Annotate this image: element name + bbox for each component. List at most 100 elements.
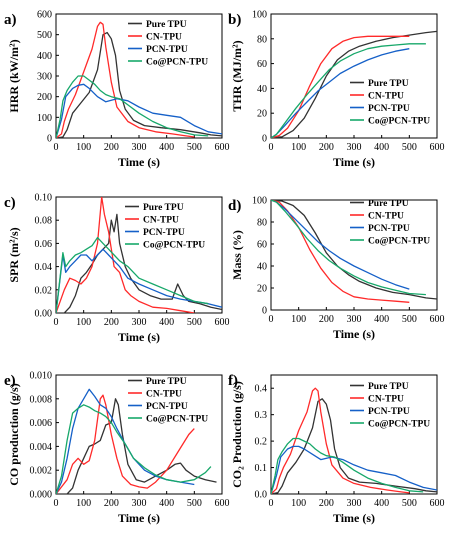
series-line-co-pcn-tpu xyxy=(56,236,209,313)
x-tick-label: 100 xyxy=(76,498,91,509)
y-tick-label: 0.006 xyxy=(30,418,53,429)
x-tick-label: 400 xyxy=(159,317,174,328)
x-tick-label: 300 xyxy=(347,314,362,325)
series-line-cn-tpu xyxy=(56,21,195,138)
legend-label: Pure TPU xyxy=(146,20,187,30)
x-tick-label: 500 xyxy=(402,142,417,153)
y-tick-label: 0.004 xyxy=(30,442,53,453)
series-group xyxy=(56,197,222,313)
y-tick-label: 0.08 xyxy=(35,216,53,227)
series-line-co-pcn-tpu xyxy=(271,43,426,138)
series-line-pure-tpu xyxy=(56,398,217,494)
legend-label: PCN-TPU xyxy=(368,104,410,114)
x-tick-label: 0 xyxy=(269,498,274,509)
series-line-cn-tpu xyxy=(56,197,195,313)
legend-label: Co@PCN-TPU xyxy=(368,237,430,247)
y-tick-label: 400 xyxy=(37,51,52,62)
x-tick-label: 400 xyxy=(374,142,389,153)
x-axis-label: Time (s) xyxy=(118,511,160,525)
x-tick-label: 200 xyxy=(319,314,334,325)
legend-label: PCN-TPU xyxy=(368,407,410,417)
y-tick-label: 20 xyxy=(257,109,267,120)
series-group xyxy=(56,388,217,494)
chart-panel-6: 0 100 200 300 400 500 600 0.0 0.1 0.2 0.3 0.4 Pure T… xyxy=(228,373,445,525)
x-tick-label: 400 xyxy=(374,314,389,325)
x-tick-label: 400 xyxy=(374,498,389,509)
legend-label: Co@PCN-TPU xyxy=(143,241,205,251)
x-tick-label: 100 xyxy=(291,142,306,153)
panel-letter: e) xyxy=(4,373,16,389)
x-tick-label: 600 xyxy=(430,142,445,153)
legend-label: CN-TPU xyxy=(146,33,182,43)
y-tick-label: 0 xyxy=(47,134,52,145)
y-axis-label: CO₂ Production (g/s) xyxy=(230,381,244,488)
y-tick-label: 0.010 xyxy=(30,371,53,382)
y-axis-label: SPR (m²/s) xyxy=(7,227,21,282)
series-group xyxy=(271,30,437,138)
y-tick-label: 20 xyxy=(257,284,267,295)
legend-label: CN-TPU xyxy=(368,212,404,222)
y-tick-label: 0.000 xyxy=(30,490,53,501)
y-tick-label: 0 xyxy=(262,306,267,317)
y-axis-label: Mass (%) xyxy=(230,230,244,280)
series-line-cn-tpu xyxy=(56,394,195,494)
panel-letter: f) xyxy=(228,373,238,389)
y-tick-label: 600 xyxy=(37,10,52,21)
series-group xyxy=(271,387,437,494)
y-tick-label: 0.04 xyxy=(35,262,53,273)
series-line-pure-tpu xyxy=(56,213,222,313)
plot-frame xyxy=(270,374,438,495)
x-tick-label: 500 xyxy=(187,317,202,328)
x-tick-label: 200 xyxy=(104,142,119,153)
x-tick-label: 600 xyxy=(430,498,445,509)
series-line-pcn-tpu xyxy=(271,48,410,138)
x-tick-label: 600 xyxy=(215,317,230,328)
y-axis-label: HRR (kW/m²) xyxy=(7,39,21,112)
series-line-pcn-tpu xyxy=(56,388,195,494)
series-line-co-pcn-tpu xyxy=(271,200,426,296)
series-line-pcn-tpu xyxy=(271,445,437,494)
legend-label: CN-TPU xyxy=(146,390,182,400)
series-line-cn-tpu xyxy=(271,387,410,494)
legend-label: CN-TPU xyxy=(368,92,404,102)
panel-letter: d) xyxy=(228,198,241,214)
x-tick-label: 300 xyxy=(347,498,362,509)
legend-label: Pure TPU xyxy=(368,382,409,392)
chart-panel-3: 0 100 200 300 400 500 600 0.00 0.02 0.04 0.06 0.08 0… xyxy=(4,193,230,345)
chart-panel-5: 0 100 200 300 400 500 600 0.000 0.002 0.004 0.006 0… xyxy=(4,371,230,526)
y-tick-label: 0.00 xyxy=(35,309,53,320)
legend-label: PCN-TPU xyxy=(146,402,188,412)
x-tick-label: 0 xyxy=(54,317,59,328)
y-tick-label: 300 xyxy=(37,72,52,83)
y-tick-label: 80 xyxy=(257,34,267,45)
series-group xyxy=(271,200,437,303)
legend-label: Co@PCN-TPU xyxy=(146,58,208,68)
y-tick-label: 40 xyxy=(257,262,267,273)
legend-label: PCN-TPU xyxy=(143,228,185,238)
x-tick-label: 100 xyxy=(291,498,306,509)
x-tick-label: 200 xyxy=(104,317,119,328)
y-tick-label: 0.1 xyxy=(255,463,268,474)
series-group xyxy=(56,21,222,138)
x-tick-label: 100 xyxy=(76,317,91,328)
series-line-pcn-tpu xyxy=(271,200,410,290)
y-tick-label: 60 xyxy=(257,240,267,251)
x-tick-label: 300 xyxy=(132,498,147,509)
x-tick-label: 300 xyxy=(347,142,362,153)
series-line-pure-tpu xyxy=(271,30,437,138)
y-tick-label: 100 xyxy=(37,113,52,124)
y-tick-label: 40 xyxy=(257,84,267,95)
series-line-pcn-tpu xyxy=(56,248,222,313)
y-axis-label: CO production (g/s) xyxy=(7,383,21,485)
x-tick-label: 0 xyxy=(54,142,59,153)
legend-label: PCN-TPU xyxy=(368,224,410,234)
legend-label: Pure TPU xyxy=(368,79,409,89)
x-tick-label: 400 xyxy=(159,498,174,509)
y-tick-label: 200 xyxy=(37,92,52,103)
x-tick-label: 600 xyxy=(215,142,230,153)
x-tick-label: 100 xyxy=(291,314,306,325)
y-tick-label: 0 xyxy=(262,134,267,145)
legend-label: PCN-TPU xyxy=(146,45,188,55)
x-tick-label: 600 xyxy=(430,314,445,325)
legend-label: Pure TPU xyxy=(368,199,409,209)
